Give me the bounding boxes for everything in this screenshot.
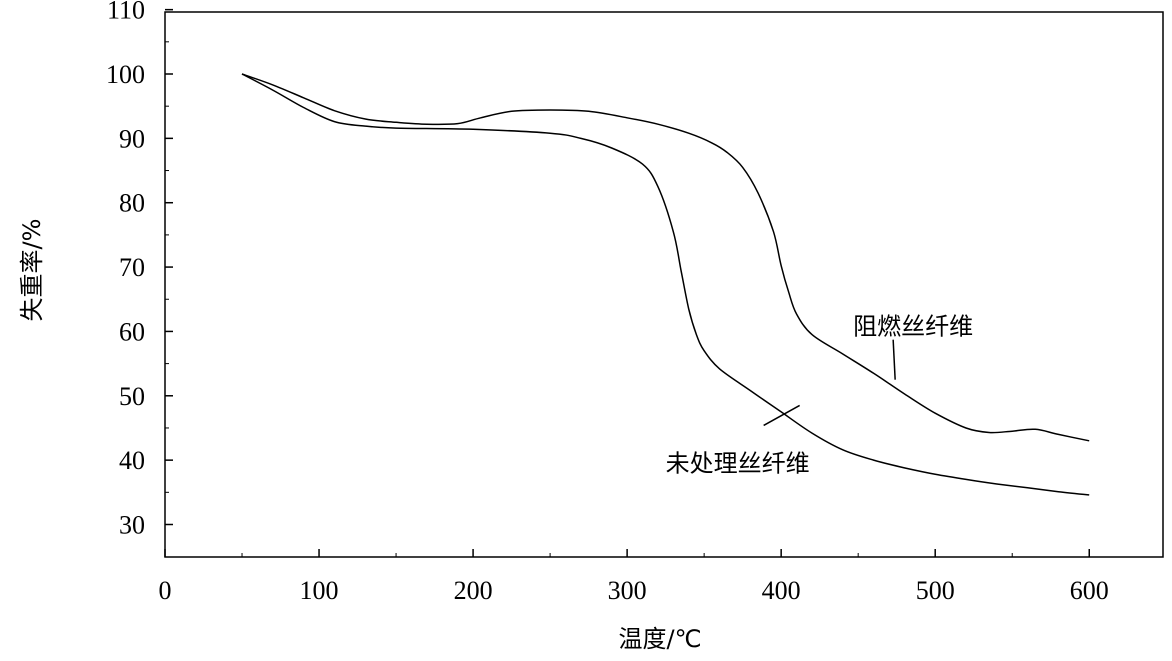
y-tick-label: 70 [119, 253, 145, 282]
y-tick-label: 30 [119, 510, 145, 539]
x-tick-label: 200 [454, 576, 493, 605]
y-tick-label: 50 [119, 382, 145, 411]
series-line-0 [241, 73, 1090, 442]
x-axis-ticks: 0 100 200 300 400 500 600 [159, 549, 1109, 605]
y-tick-label: 100 [106, 60, 145, 89]
y-tick-label: 60 [119, 317, 145, 346]
series-line-1 [241, 73, 1090, 496]
x-tick-label: 600 [1070, 576, 1109, 605]
y-tick-label: 90 [119, 124, 145, 153]
y-axis-title: 失重率/% [18, 219, 46, 322]
annotation-pointer-flame-retardant [892, 339, 896, 380]
x-tick-label: 0 [159, 576, 172, 605]
plot-frame [164, 11, 1164, 558]
x-axis-title: 温度/℃ [618, 625, 701, 653]
annotation-pointer-untreated [763, 404, 801, 427]
y-tick-label: 110 [107, 0, 145, 25]
series-layer [241, 73, 1090, 496]
x-tick-label: 300 [608, 576, 647, 605]
y-tick-label: 80 [119, 189, 145, 218]
x-tick-label: 400 [762, 576, 801, 605]
y-axis-ticks: 30 40 50 60 70 80 90 100 110 [106, 0, 173, 539]
x-tick-label: 100 [300, 576, 339, 605]
x-tick-label: 500 [916, 576, 955, 605]
annotation-label-flame-retardant: 阻燃丝纤维 [853, 313, 973, 341]
y-tick-label: 40 [119, 446, 145, 475]
annotation-label-untreated: 未处理丝纤维 [666, 449, 810, 477]
